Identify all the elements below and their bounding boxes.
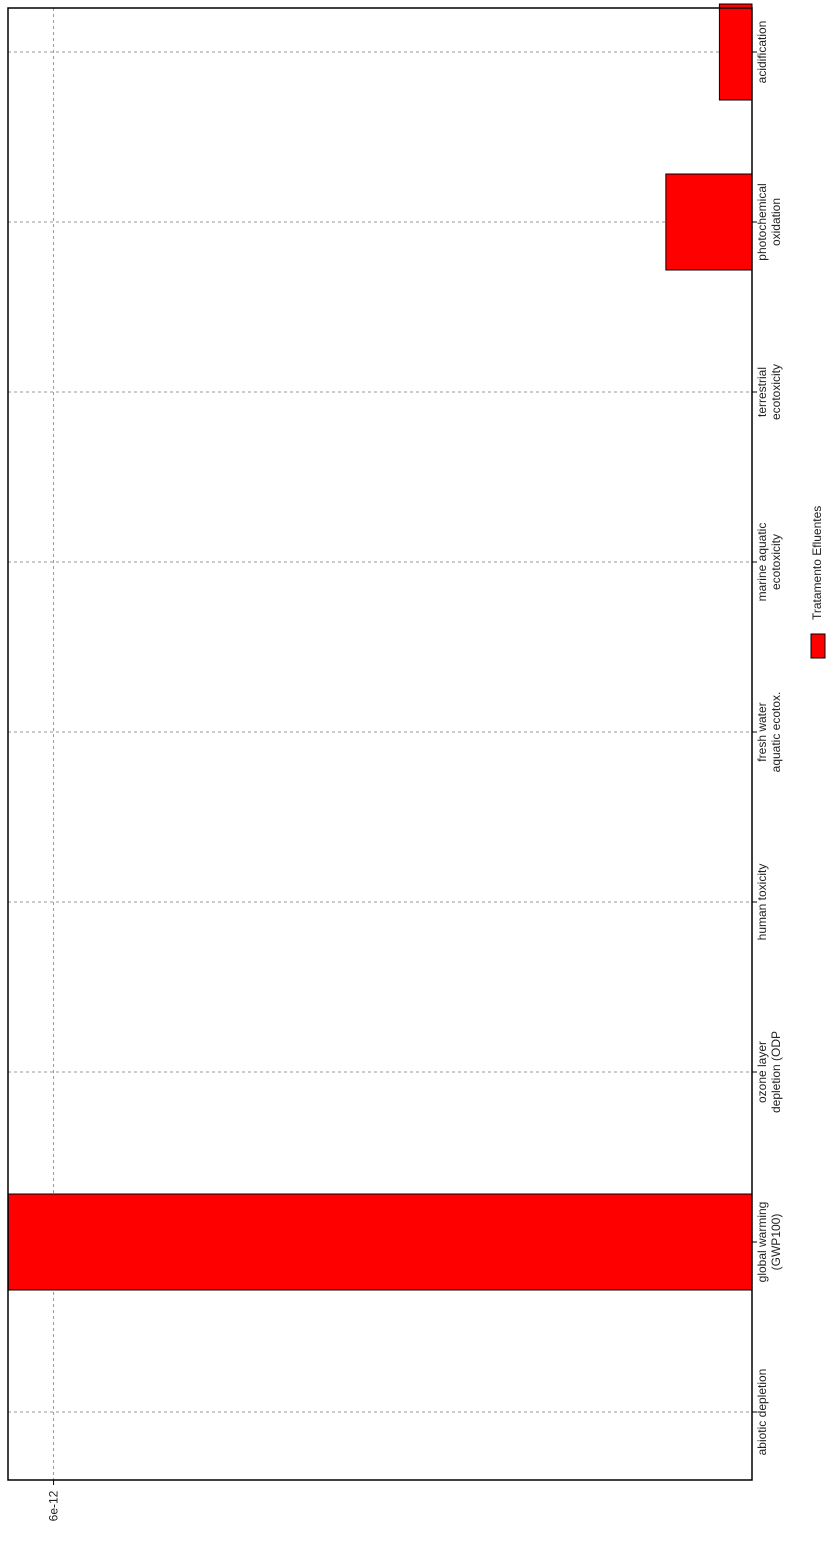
category-label-line: aquatic ecotox. [769, 692, 783, 773]
plot-frame [7, 7, 753, 1481]
category-label: photochemicaloxidation [755, 183, 783, 260]
bars [7, 3, 753, 1291]
category-label: fresh wateraquatic ecotox. [755, 692, 783, 773]
bar [665, 173, 753, 271]
category-label-line: acidification [755, 21, 769, 84]
category-label-line: oxidation [769, 198, 783, 246]
category-label-line: photochemical [755, 183, 769, 260]
value-axis: 6e-12 [47, 51, 757, 1521]
category-label-line: ozone layer [755, 1041, 769, 1103]
value-tick-label: 6e-12 [47, 1490, 61, 1521]
category-label: global warming(GWP100) [755, 1202, 783, 1283]
category-labels: abiotic depletion global warming(GWP100) o… [755, 21, 783, 1456]
category-label-line: ecotoxicity [769, 364, 783, 420]
legend-label: Tratamento Efluentes [810, 506, 824, 620]
bar [7, 1193, 753, 1291]
legend-swatch [810, 633, 826, 659]
category-label: ozone layerdepletion (ODP [755, 1031, 783, 1113]
category-label: acidification [755, 21, 769, 84]
category-label: terrestrialecotoxicity [755, 364, 783, 420]
category-label: marine aquaticecotoxicity [755, 523, 783, 602]
bar [718, 3, 753, 101]
category-label-line: (GWP100) [769, 1214, 783, 1271]
category-label: human toxicity [755, 864, 769, 941]
category-label-line: ecotoxicity [769, 534, 783, 590]
category-label-line: abiotic depletion [755, 1369, 769, 1456]
category-label-line: depletion (ODP [769, 1031, 783, 1113]
category-label-line: marine aquatic [755, 523, 769, 602]
category-label-line: global warming [755, 1202, 769, 1283]
category-label-line: human toxicity [755, 864, 769, 941]
category-label-line: fresh water [755, 702, 769, 761]
legend: Tratamento Efluentes [810, 506, 826, 659]
category-label: abiotic depletion [755, 1369, 769, 1456]
category-label-line: terrestrial [755, 367, 769, 417]
